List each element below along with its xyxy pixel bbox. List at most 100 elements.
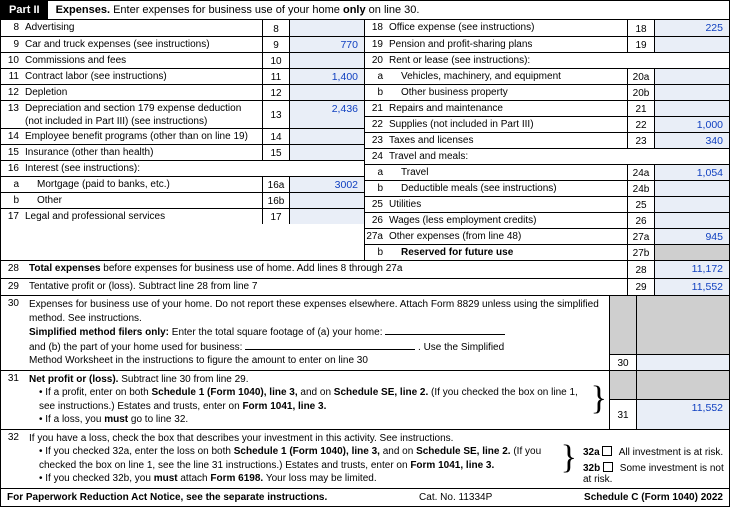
line-label: Travel and meals: [387,149,729,164]
value-12[interactable] [290,85,364,100]
value-17[interactable] [290,209,364,224]
expense-row-24: 24Travel and meals: [365,148,729,164]
box-24a: 24a [627,165,655,180]
expense-row-17: 17Legal and professional services17 [1,208,364,224]
line-number: 28 [1,261,23,278]
form-footer: For Paperwork Reduction Act Notice, see … [1,488,729,506]
value-24b[interactable] [655,181,729,196]
right-column: 18Office expense (see instructions)18225… [365,20,729,260]
line-label: Mortgage (paid to banks, etc.) [23,177,262,192]
line-number: 14 [1,129,23,144]
bullet-item: If you checked 32b, you must attach Form… [39,472,555,486]
footer-left: For Paperwork Reduction Act Notice, see … [7,492,327,503]
value-28[interactable]: 11,172 [655,261,729,278]
line-31: 31 Net profit or (loss). Subtract line 3… [1,370,729,429]
value-27b [655,245,729,260]
expense-row-11: 11Contract labor (see instructions)111,4… [1,68,364,84]
line-label: Other [23,193,262,208]
line-label: Utilities [387,197,627,212]
line-number: a [365,165,387,180]
value-16b[interactable] [290,193,364,208]
value-25[interactable] [655,197,729,212]
line-label: Employee benefit programs (other than on… [23,129,262,144]
value-30[interactable] [637,355,729,370]
value-10[interactable] [290,53,364,68]
footer-catalog: Cat. No. 11334P [419,492,492,503]
value-27a[interactable]: 945 [655,229,729,244]
box-16a: 16a [262,177,290,192]
box-8: 8 [262,20,290,36]
box-28: 28 [627,261,655,278]
line-number: b [365,245,387,260]
box-9: 9 [262,37,290,52]
line-30: 30 Expenses for business use of your hom… [1,295,729,370]
line-label: Total expenses before expenses for busin… [23,261,627,278]
value-11[interactable]: 1,400 [290,69,364,84]
value-20b[interactable] [655,85,729,100]
expense-row-27a: 27aOther expenses (from line 48)27a945 [365,228,729,244]
value-22[interactable]: 1,000 [655,117,729,132]
line-label: Commissions and fees [23,53,262,68]
line-32-lead: If you have a loss, check the box that d… [29,432,555,446]
line-number: b [1,193,23,208]
value-20a[interactable] [655,69,729,84]
box-20b: 20b [627,85,655,100]
expense-row-10: 10Commissions and fees10 [1,52,364,68]
value-14[interactable] [290,129,364,144]
value-15[interactable] [290,145,364,160]
value-16a[interactable]: 3002 [290,177,364,192]
expense-row-16: 16Interest (see instructions): [1,160,364,176]
line-number: 9 [1,37,23,52]
expense-row-8: 8Advertising8 [1,20,364,36]
box-21: 21 [627,101,655,116]
value-13[interactable]: 2,436 [290,101,364,128]
line-30-sfm-a: Simplified method filers only: Enter the… [29,325,603,340]
sqft-business-input[interactable] [245,340,415,350]
total-row-29: 29Tentative profit or (loss). Subtract l… [1,278,729,296]
line-30-instruction: Expenses for business use of your home. … [29,298,603,325]
value-9[interactable]: 770 [290,37,364,52]
line-number: 12 [1,85,23,100]
value-24a[interactable]: 1,054 [655,165,729,180]
value-31[interactable]: 11,552 [637,400,729,429]
value-23[interactable]: 340 [655,133,729,148]
line-number: 27a [365,229,387,244]
line-number: 18 [365,20,387,36]
box-27a: 27a [627,229,655,244]
line-number: 20 [365,53,387,68]
line-label: Tentative profit or (loss). Subtract lin… [23,279,627,296]
box-11: 11 [262,69,290,84]
sqft-home-input[interactable] [385,325,505,335]
line-number: 15 [1,145,23,160]
box-26: 26 [627,213,655,228]
value-18[interactable]: 225 [655,20,729,36]
brace-icon: } [561,448,579,468]
box-27b: 27b [627,245,655,260]
box-17: 17 [262,209,290,224]
line-label: Pension and profit-sharing plans [387,37,627,52]
footer-right: Schedule C (Form 1040) 2022 [584,492,723,503]
checkbox-32b[interactable] [603,462,613,472]
line-number: b [365,181,387,196]
expense-row-20a: aVehicles, machinery, and equipment20a [365,68,729,84]
value-8[interactable] [290,20,364,36]
box-15: 15 [262,145,290,160]
checkbox-32a[interactable] [602,446,612,456]
line-number: 10 [1,53,23,68]
expense-row-16a: aMortgage (paid to banks, etc.)16a3002 [1,176,364,192]
value-29[interactable]: 11,552 [655,279,729,296]
line-label: Office expense (see instructions) [387,20,627,36]
value-26[interactable] [655,213,729,228]
totals-section: 28Total expenses before expenses for bus… [1,260,729,295]
expense-row-20: 20Rent or lease (see instructions): [365,52,729,68]
value-19[interactable] [655,37,729,52]
line-label: Interest (see instructions): [23,161,364,176]
expense-row-21: 21Repairs and maintenance21 [365,100,729,116]
line-label: Repairs and maintenance [387,101,627,116]
expense-row-19: 19Pension and profit-sharing plans19 [365,36,729,52]
line-31-side: 31 11,552 [609,371,729,429]
value-21[interactable] [655,101,729,116]
left-column: 8Advertising89Car and truck expenses (se… [1,20,365,260]
box-19: 19 [627,37,655,52]
line-label: Other expenses (from line 48) [387,229,627,244]
